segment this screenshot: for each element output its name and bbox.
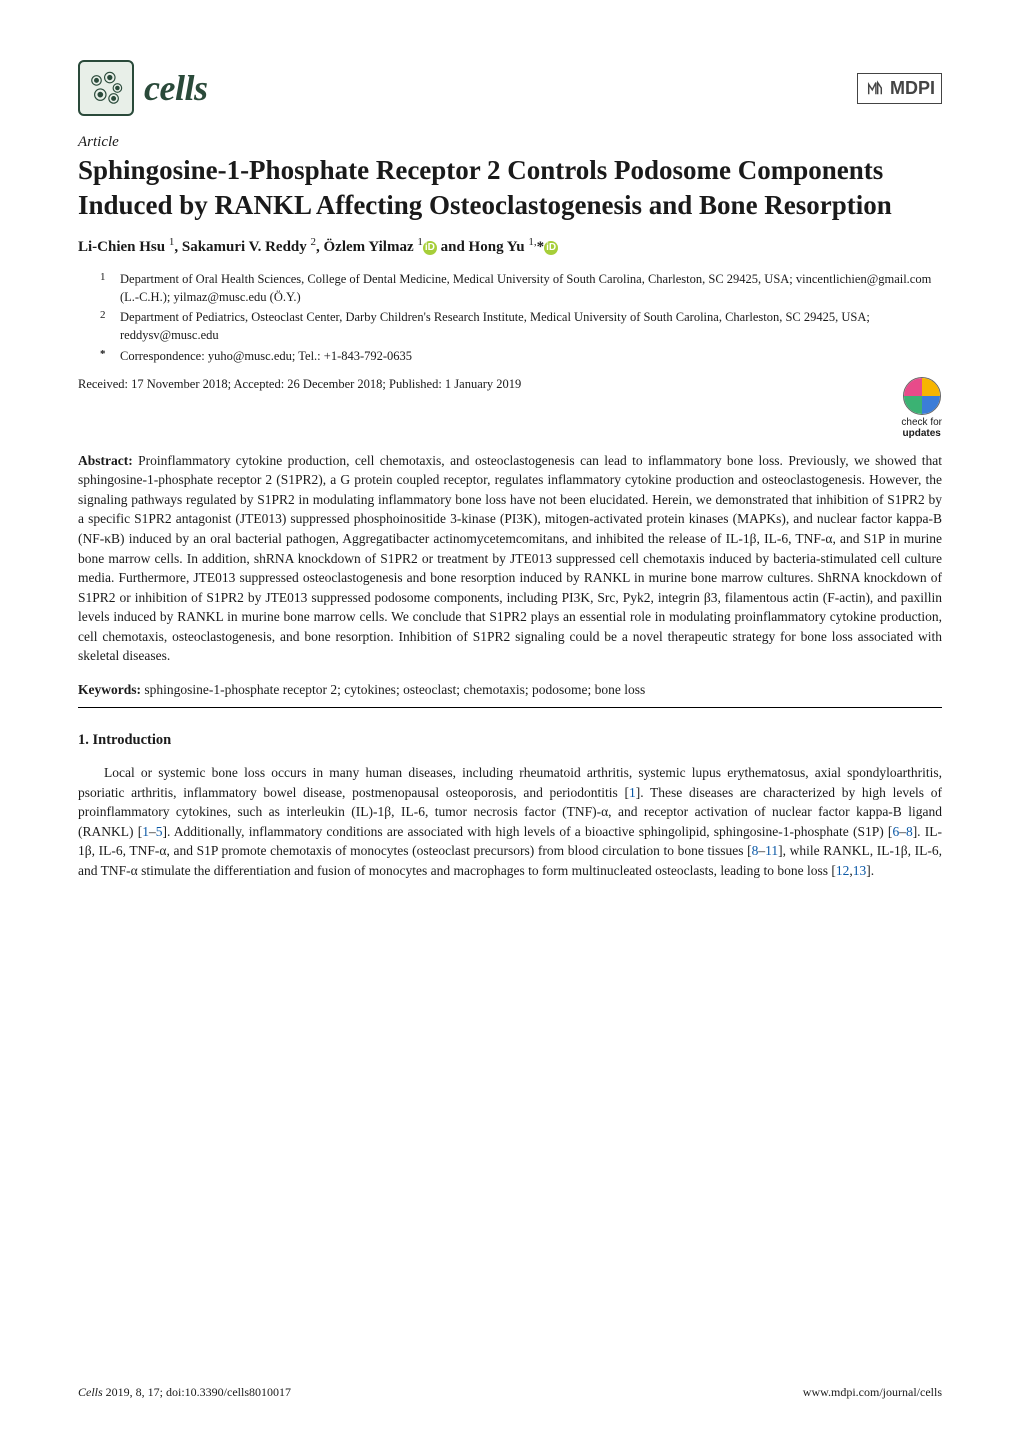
pub-dates: Received: 17 November 2018; Accepted: 26… bbox=[78, 377, 521, 392]
affiliation-text: Department of Pediatrics, Osteoclast Cen… bbox=[120, 308, 942, 344]
affiliation-num: 1 bbox=[100, 270, 112, 306]
mdpi-icon bbox=[866, 79, 884, 97]
publisher-logo: MDPI bbox=[857, 73, 942, 104]
crossmark-icon bbox=[903, 377, 941, 415]
affiliation-text: Department of Oral Health Sciences, Coll… bbox=[120, 270, 942, 306]
authors-line: Li-Chien Hsu 1, Sakamuri V. Reddy 2, Özl… bbox=[78, 236, 942, 256]
affiliation-num: * bbox=[100, 347, 112, 365]
header-row: cells MDPI bbox=[78, 60, 942, 116]
check-updates-badge[interactable]: check for updates bbox=[901, 377, 942, 439]
abstract-block: Abstract: Proinflammatory cytokine produ… bbox=[78, 451, 942, 666]
affiliation: 2 Department of Pediatrics, Osteoclast C… bbox=[100, 308, 942, 344]
cells-logo-icon bbox=[78, 60, 134, 116]
affiliation-num: 2 bbox=[100, 308, 112, 344]
abstract-text: Proinflammatory cytokine production, cel… bbox=[78, 453, 942, 664]
keywords-text: sphingosine-1-phosphate receptor 2; cyto… bbox=[144, 682, 645, 697]
page: cells MDPI Article Sphingosine-1-Phospha… bbox=[0, 0, 1020, 1442]
footer-journal: Cells bbox=[78, 1385, 103, 1399]
footer-url: www.mdpi.com/journal/cells bbox=[803, 1385, 942, 1400]
intro-paragraph: Local or systemic bone loss occurs in ma… bbox=[78, 763, 942, 880]
section-heading: 1. Introduction bbox=[78, 732, 942, 749]
journal-name: cells bbox=[144, 67, 207, 109]
dates-row: Received: 17 November 2018; Accepted: 26… bbox=[78, 377, 942, 439]
affiliations-block: 1 Department of Oral Health Sciences, Co… bbox=[100, 270, 942, 365]
abstract-label: Abstract: bbox=[78, 453, 133, 468]
orcid-icon: iD bbox=[544, 241, 558, 255]
affiliation: 1 Department of Oral Health Sciences, Co… bbox=[100, 270, 942, 306]
affiliation-text: Correspondence: yuho@musc.edu; Tel.: +1-… bbox=[120, 347, 412, 365]
article-type: Article bbox=[78, 134, 942, 151]
page-footer: Cells 2019, 8, 17; doi:10.3390/cells8010… bbox=[78, 1385, 942, 1400]
badge-line2: updates bbox=[901, 428, 942, 439]
keywords-block: Keywords: sphingosine-1-phosphate recept… bbox=[78, 680, 942, 700]
footer-rest: 2019, 8, 17; doi:10.3390/cells8010017 bbox=[103, 1385, 291, 1399]
divider bbox=[78, 707, 942, 708]
publisher-name: MDPI bbox=[890, 78, 935, 99]
affiliation: * Correspondence: yuho@musc.edu; Tel.: +… bbox=[100, 347, 942, 365]
orcid-icon: iD bbox=[423, 241, 437, 255]
journal-logo: cells bbox=[78, 60, 207, 116]
badge-line1: check for bbox=[901, 417, 942, 428]
article-title: Sphingosine-1-Phosphate Receptor 2 Contr… bbox=[78, 153, 942, 222]
keywords-label: Keywords: bbox=[78, 682, 141, 697]
footer-citation: Cells 2019, 8, 17; doi:10.3390/cells8010… bbox=[78, 1385, 291, 1400]
